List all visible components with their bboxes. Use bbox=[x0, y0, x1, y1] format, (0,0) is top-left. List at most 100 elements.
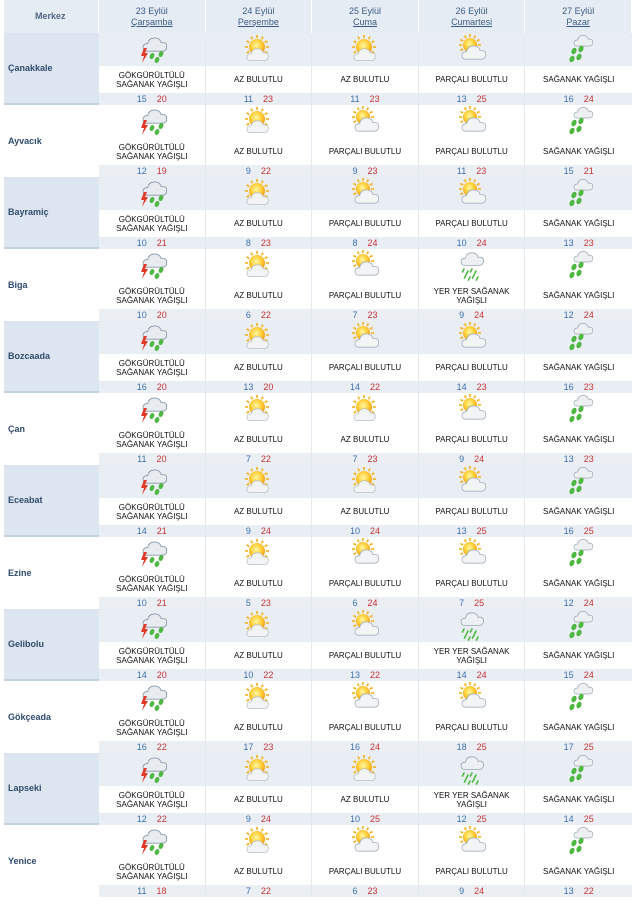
city-name[interactable]: Çan bbox=[4, 393, 99, 465]
min-temp: 12 bbox=[563, 310, 574, 320]
day-name[interactable]: Perşembe bbox=[237, 16, 279, 27]
temperature-range: 13 25 bbox=[418, 93, 525, 105]
min-temp: 16 bbox=[136, 382, 147, 392]
temperature-range: 12 22 bbox=[99, 813, 205, 825]
temperature-range: 10 21 bbox=[99, 237, 205, 249]
max-temp: 22 bbox=[260, 454, 271, 464]
min-temp: 18 bbox=[456, 742, 467, 752]
day-name[interactable]: Pazar bbox=[566, 16, 590, 27]
max-temp: 24 bbox=[474, 886, 485, 896]
temperature-range: 11 23 bbox=[205, 93, 312, 105]
forecast-cell: SAĞANAK YAĞIŞLI 13 23 bbox=[525, 393, 632, 465]
min-temp: 13 bbox=[243, 382, 254, 392]
thunderstorm-icon bbox=[140, 397, 167, 424]
max-temp: 23 bbox=[263, 742, 274, 752]
thunderstorm-icon bbox=[140, 325, 167, 352]
forecast-cell: GÖKGÜRÜLTÜLÜ SAĞANAK YAĞIŞLI 10 21 bbox=[99, 177, 206, 249]
shower-icon bbox=[569, 539, 593, 567]
day-header[interactable]: 26 Eylül Cumartesi bbox=[418, 0, 526, 33]
min-temp: 6 bbox=[245, 310, 251, 320]
max-temp: 25 bbox=[474, 598, 485, 608]
temperature-range: 8 24 bbox=[312, 237, 418, 249]
city-name[interactable]: Yenice bbox=[4, 825, 99, 897]
weather-description: AZ BULUTLU bbox=[312, 786, 418, 813]
day-header[interactable]: 27 Eylül Pazar bbox=[525, 0, 632, 33]
min-temp: 9 bbox=[352, 166, 358, 176]
temperature-range: 13 22 bbox=[525, 885, 632, 897]
weather-description: SAĞANAK YAĞIŞLI bbox=[525, 642, 632, 669]
temperature-range: 10 24 bbox=[418, 237, 525, 249]
temperature-range: 7 22 bbox=[205, 885, 312, 897]
partly-cloudy-icon bbox=[458, 826, 486, 852]
city-name[interactable]: Eceabat bbox=[4, 465, 99, 537]
city-name[interactable]: Ezine bbox=[4, 537, 99, 609]
city-name[interactable]: Bozcaada bbox=[4, 321, 99, 393]
day-header[interactable]: 25 Eylül Cuma bbox=[312, 0, 419, 33]
forecast-cell: PARÇALI BULUTLU 13 22 bbox=[312, 609, 419, 681]
weather-description: SAĞANAK YAĞIŞLI bbox=[525, 138, 632, 165]
weather-description: PARÇALI BULUTLU bbox=[418, 714, 525, 741]
partly-cloudy-icon bbox=[458, 538, 486, 564]
weather-description: GÖKGÜRÜLTÜLÜ SAĞANAK YAĞIŞLI bbox=[99, 786, 205, 813]
min-temp: 10 bbox=[136, 238, 147, 248]
sun-little-cloud-icon bbox=[245, 251, 270, 277]
min-temp: 6 bbox=[352, 598, 358, 608]
min-temp: 9 bbox=[245, 814, 251, 824]
temperature-range: 7 23 bbox=[312, 309, 418, 321]
max-temp: 22 bbox=[260, 886, 271, 896]
min-temp: 16 bbox=[136, 742, 147, 752]
city-name[interactable]: Ayvacık bbox=[4, 105, 99, 177]
min-temp: 10 bbox=[136, 310, 147, 320]
day-name[interactable]: Cumartesi bbox=[451, 16, 493, 27]
forecast-cell: YER YER SAĞANAK YAĞIŞLI 12 25 bbox=[418, 753, 526, 825]
weather-description: AZ BULUTLU bbox=[312, 66, 418, 93]
temperature-range: 14 23 bbox=[418, 381, 525, 393]
forecast-cell: PARÇALI BULUTLU 6 24 bbox=[312, 537, 419, 609]
day-name[interactable]: Cuma bbox=[352, 16, 377, 27]
city-name[interactable]: Gelibolu bbox=[4, 609, 99, 681]
thunderstorm-icon bbox=[140, 541, 167, 568]
day-date: 27 Eylül bbox=[562, 5, 595, 16]
weather-description: GÖKGÜRÜLTÜLÜ SAĞANAK YAĞIŞLI bbox=[99, 426, 205, 453]
forecast-cell: GÖKGÜRÜLTÜLÜ SAĞANAK YAĞIŞLI 10 21 bbox=[99, 537, 206, 609]
forecast-cell: PARÇALI BULUTLU 14 22 bbox=[312, 321, 419, 393]
temperature-range: 10 25 bbox=[312, 813, 418, 825]
forecast-cell: GÖKGÜRÜLTÜLÜ SAĞANAK YAĞIŞLI 12 22 bbox=[99, 753, 206, 825]
city-name[interactable]: Biga bbox=[4, 249, 99, 321]
temperature-range: 14 21 bbox=[99, 525, 205, 537]
city-name[interactable]: Lapseki bbox=[4, 753, 99, 825]
forecast-cell: SAĞANAK YAĞIŞLI 16 23 bbox=[525, 321, 632, 393]
temperature-range: 14 20 bbox=[99, 669, 205, 681]
forecast-cell: PARÇALI BULUTLU 16 24 bbox=[312, 681, 419, 753]
weather-description: AZ BULUTLU bbox=[312, 498, 418, 525]
weather-description: PARÇALI BULUTLU bbox=[418, 66, 525, 93]
min-temp: 7 bbox=[352, 454, 358, 464]
weather-description: GÖKGÜRÜLTÜLÜ SAĞANAK YAĞIŞLI bbox=[99, 210, 205, 237]
temperature-range: 11 20 bbox=[99, 453, 205, 465]
temperature-range: 18 25 bbox=[418, 741, 525, 753]
max-temp: 23 bbox=[367, 310, 378, 320]
city-name[interactable]: Bayramiç bbox=[4, 177, 99, 249]
day-name[interactable]: Çarşamba bbox=[131, 16, 173, 27]
weather-description: AZ BULUTLU bbox=[205, 210, 312, 237]
day-header[interactable]: 24 Eylül Perşembe bbox=[205, 0, 313, 33]
partly-cloudy-icon bbox=[351, 826, 380, 852]
forecast-cell: YER YER SAĞANAK YAĞIŞLI 14 24 bbox=[418, 609, 526, 681]
day-header[interactable]: 23 Eylül Çarşamba bbox=[99, 0, 206, 33]
min-temp: 6 bbox=[352, 886, 358, 896]
temperature-range: 10 21 bbox=[99, 597, 205, 609]
temperature-range: 13 20 bbox=[205, 381, 312, 393]
temperature-range: 14 24 bbox=[418, 669, 525, 681]
table-row: Eceabat GÖKGÜRÜLTÜLÜ SAĞANAK YAĞIŞLI 14 21 A… bbox=[4, 465, 632, 537]
city-name[interactable]: Çanakkale bbox=[4, 33, 99, 105]
temperature-range: 16 24 bbox=[312, 741, 418, 753]
day-date: 24 Eylül bbox=[242, 5, 275, 16]
temperature-range: 12 24 bbox=[525, 309, 632, 321]
temperature-range: 12 19 bbox=[99, 165, 205, 177]
weather-description: PARÇALI BULUTLU bbox=[418, 210, 525, 237]
forecast-cell: PARÇALI BULUTLU 9 24 bbox=[418, 393, 526, 465]
forecast-cell: AZ BULUTLU 9 24 bbox=[205, 753, 313, 825]
weather-description: GÖKGÜRÜLTÜLÜ SAĞANAK YAĞIŞLI bbox=[99, 354, 205, 381]
weather-description: PARÇALI BULUTLU bbox=[312, 354, 418, 381]
city-name[interactable]: Gökçeada bbox=[4, 681, 99, 753]
